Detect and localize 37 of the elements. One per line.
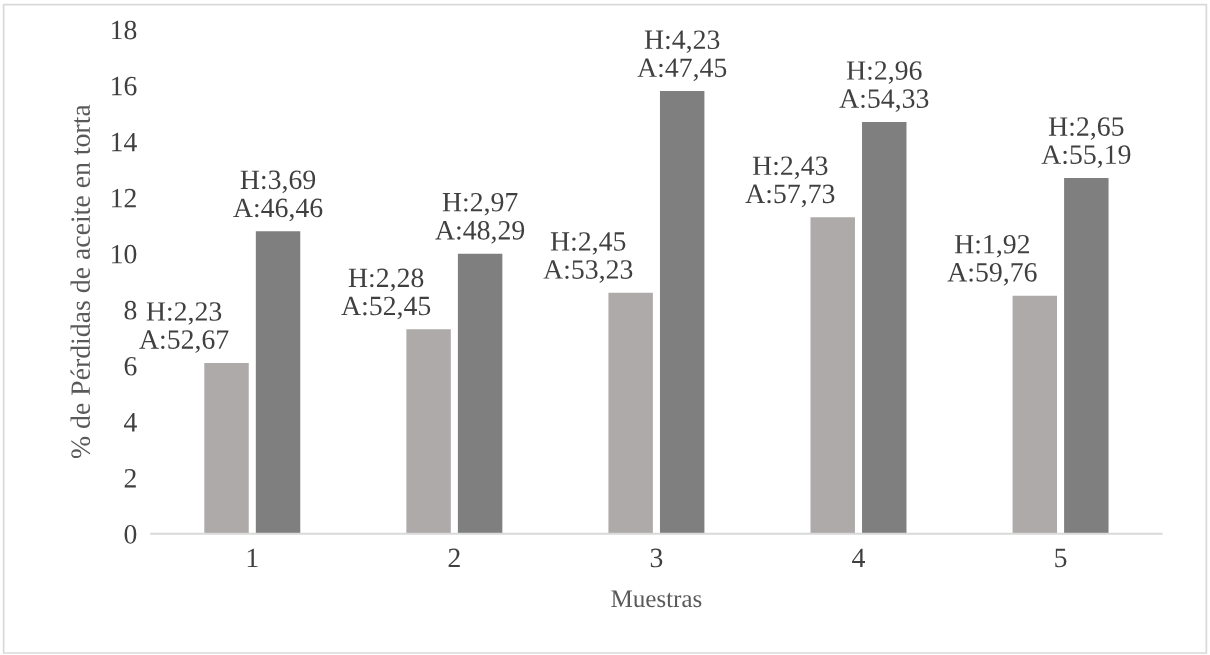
data-label: H:2,96 A:54,33 <box>839 61 929 112</box>
x-tick-label: 4 <box>852 548 866 567</box>
x-tick-label: 2 <box>448 548 460 567</box>
bar <box>1012 295 1058 534</box>
x-tick-label: 5 <box>1055 548 1067 568</box>
x-tick-label: 1 <box>247 548 258 567</box>
data-label: H:2,97 A:48,29 <box>435 192 525 244</box>
data-label: H:2,65 A:55,19 <box>1041 117 1131 168</box>
bar <box>659 91 705 534</box>
bar <box>608 292 653 534</box>
x-tick-label: 3 <box>650 548 663 568</box>
y-tick-label: 6 <box>124 356 137 376</box>
data-label: H:1,92 A:59,76 <box>947 234 1037 286</box>
bar <box>1064 177 1109 534</box>
y-tick-label: 18 <box>112 20 137 40</box>
bar <box>255 231 301 534</box>
y-tick-label: 12 <box>112 188 136 208</box>
data-label: H:3,69 A:46,46 <box>233 170 323 222</box>
y-tick-label: 10 <box>112 244 137 264</box>
y-tick-label: 14 <box>112 132 137 152</box>
data-label: H:2,45 A:53,23 <box>543 232 633 283</box>
y-tick-label: 4 <box>124 413 137 432</box>
data-label: H:4,23 A:47,45 <box>637 30 727 82</box>
data-label: H:2,43 A:57,73 <box>745 156 835 208</box>
y-tick-label: 2 <box>124 469 136 488</box>
y-tick-label: 0 <box>124 524 137 544</box>
bar <box>204 362 249 534</box>
bar <box>406 329 451 534</box>
bar <box>810 217 855 534</box>
y-axis-title: % de Pérdidas de aceite en torta <box>70 104 91 459</box>
bar <box>457 253 503 534</box>
data-label: H:2,23 A:52,67 <box>139 302 229 353</box>
data-label: H:2,28 A:52,45 <box>341 268 431 320</box>
y-tick-label: 16 <box>112 76 137 96</box>
bar <box>862 121 907 534</box>
y-tick-label: 8 <box>124 300 137 320</box>
x-axis-title: Muestras <box>611 590 702 608</box>
